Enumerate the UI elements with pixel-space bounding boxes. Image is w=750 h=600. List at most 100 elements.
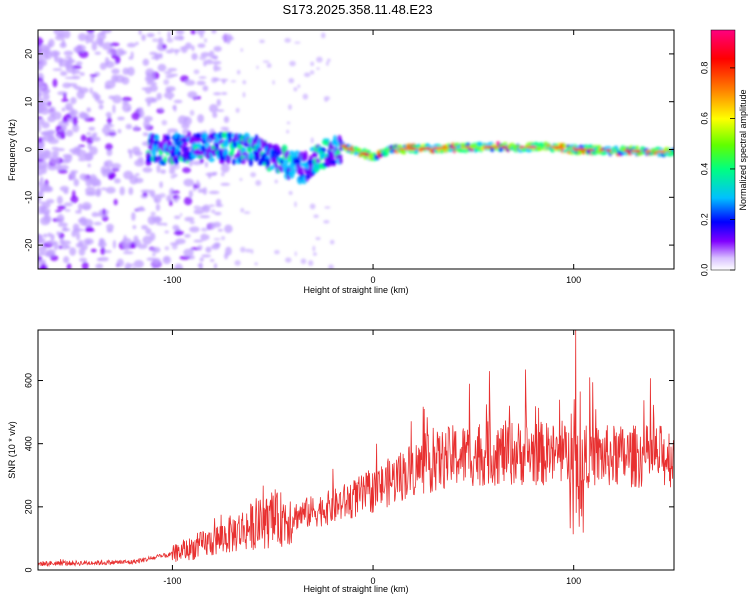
spectrogram-noise-blob <box>56 231 61 236</box>
spectrogram-noise-blob <box>199 262 203 269</box>
spectrogram-noise-blob <box>266 63 272 68</box>
spectrogram-noise-blob <box>38 153 44 158</box>
spectrogram-noise-blob <box>193 239 204 243</box>
spectrogram-peak-cell <box>349 148 355 152</box>
spectrogram-noise-blob <box>39 107 50 115</box>
spectrogram-noise-blob <box>101 126 111 135</box>
spectrogram-noise-blob <box>69 247 77 256</box>
spectrogram-noise-blob <box>117 116 125 121</box>
spectrogram-noise-blob <box>217 228 223 232</box>
spectrogram-noise-blob <box>155 222 167 226</box>
spectrogram-noise-blob <box>85 35 90 44</box>
spectrogram-ridge-cell <box>174 157 179 166</box>
spectrogram-ridge-cell <box>208 157 215 163</box>
spectrogram-noise-blob <box>224 224 233 234</box>
spectrogram-noise-blob <box>133 235 139 244</box>
spectrogram-ridge-cell <box>231 158 237 166</box>
spectrogram-peak-cell <box>464 146 472 149</box>
spectrogram-noise-blob <box>82 205 91 211</box>
spectrogram-peak-cell <box>587 148 594 152</box>
spectrogram-noise-blob <box>57 33 66 37</box>
spectrogram-noise-blob <box>122 251 134 255</box>
spectrogram-noise-blob <box>161 44 167 49</box>
spectrogram-noise-blob <box>70 195 79 204</box>
spectrogram-noise-blob <box>191 45 195 52</box>
spectrogram-noise-blob <box>200 233 209 241</box>
spectrogram-noise-blob <box>61 228 71 232</box>
spectrogram-noise-blob <box>54 209 62 213</box>
spectrogram-noise-blob <box>45 249 56 257</box>
spectrogram-noise-blob <box>38 233 43 241</box>
spectrogram-noise-blob <box>329 239 335 245</box>
spectrogram-noise-blob <box>157 63 167 72</box>
spectrogram-noise-blob <box>42 134 54 142</box>
spectrogram-noise-blob <box>71 109 79 116</box>
spectrogram-noise-blob <box>97 212 108 218</box>
spectrogram-noise-blob <box>76 90 85 100</box>
spectrogram-noise-blob <box>72 124 80 133</box>
spectrogram-noise-blob <box>134 159 145 167</box>
spectrogram-noise-blob <box>42 92 50 101</box>
spectrogram-noise-blob <box>167 31 171 40</box>
spectrogram-xtick-label: 100 <box>566 275 581 285</box>
spectrogram-noise-blob <box>169 167 176 175</box>
spectrogram-noise-blob <box>89 74 98 78</box>
spectrogram-noise-blob <box>105 60 115 69</box>
spectrogram-noise-blob <box>56 195 63 205</box>
spectrogram-noise-blob <box>211 30 217 34</box>
spectrogram-peak-cell <box>501 145 507 149</box>
spectrogram-noise-blob <box>82 218 94 228</box>
spectrogram-ridge-cell <box>321 147 326 153</box>
spectrogram-noise-blob <box>169 242 180 246</box>
spectrogram-noise-blob <box>106 116 112 125</box>
spectrogram-ytick-label: 20 <box>23 49 33 59</box>
spectrogram-noise-blob <box>189 109 195 116</box>
spectrogram-noise-blob <box>164 230 169 234</box>
spectrogram-noise-blob <box>91 212 99 218</box>
spectrogram-noise-blob <box>111 163 122 169</box>
spectrogram-noise-blob <box>38 137 43 144</box>
spectrogram-noise-blob <box>216 66 222 71</box>
spectrogram-noise-blob <box>293 87 298 92</box>
colorbar-label: Normalized spectral amplitude <box>738 89 748 210</box>
spectrogram-noise-blob <box>52 68 63 71</box>
spectrogram-noise-blob <box>327 58 331 63</box>
spectrogram-noise-blob <box>300 258 307 265</box>
spectrogram-noise-blob <box>38 201 47 204</box>
spectrogram-ridge-cell <box>163 156 168 163</box>
spectrogram-noise-blob <box>38 44 50 53</box>
spectrogram-noise-blob <box>198 76 207 79</box>
spectrogram-noise-blob <box>90 248 97 253</box>
spectrogram-noise-blob <box>208 204 215 208</box>
spectrogram-peak-cell <box>424 147 432 150</box>
spectrogram-noise-blob <box>183 196 193 206</box>
spectrogram-noise-blob <box>38 245 47 254</box>
spectrogram-noise-blob <box>222 79 226 84</box>
spectrogram-noise-blob <box>58 245 63 250</box>
spectrogram-noise-blob <box>173 230 185 236</box>
spectrogram-noise-blob <box>164 246 170 251</box>
spectrogram-noise-blob <box>166 38 174 43</box>
spectrogram-noise-blob <box>110 42 120 47</box>
spectrogram-noise-blob <box>214 211 222 216</box>
spectrogram-noise-blob <box>100 166 107 175</box>
spectrogram-noise-blob <box>77 32 87 42</box>
spectrogram-noise-blob <box>221 236 225 241</box>
spectrogram-noise-blob <box>38 181 42 186</box>
spectrogram-noise-blob <box>38 85 45 90</box>
spectrogram-noise-blob <box>39 216 51 226</box>
spectrogram-noise-blob <box>144 74 156 83</box>
spectrogram-noise-blob <box>104 80 116 89</box>
spectrogram-noise-blob <box>158 38 162 42</box>
spectrogram-noise-blob <box>197 114 205 123</box>
spectrogram-ridge-cell <box>147 154 152 160</box>
spectrogram-noise-blob <box>179 35 184 41</box>
spectrogram-ridge-cell <box>276 146 282 152</box>
colorbar-ticks: 0.0 0.2 0.4 0.6 0.8 <box>699 62 735 276</box>
spectrogram-peak-cell <box>449 146 457 149</box>
spectrogram-noise-blob <box>146 33 155 38</box>
spectrogram-noise-blob <box>134 151 143 157</box>
spectrogram-noise-blob <box>142 235 153 245</box>
spectrogram-noise-blob <box>176 196 181 200</box>
